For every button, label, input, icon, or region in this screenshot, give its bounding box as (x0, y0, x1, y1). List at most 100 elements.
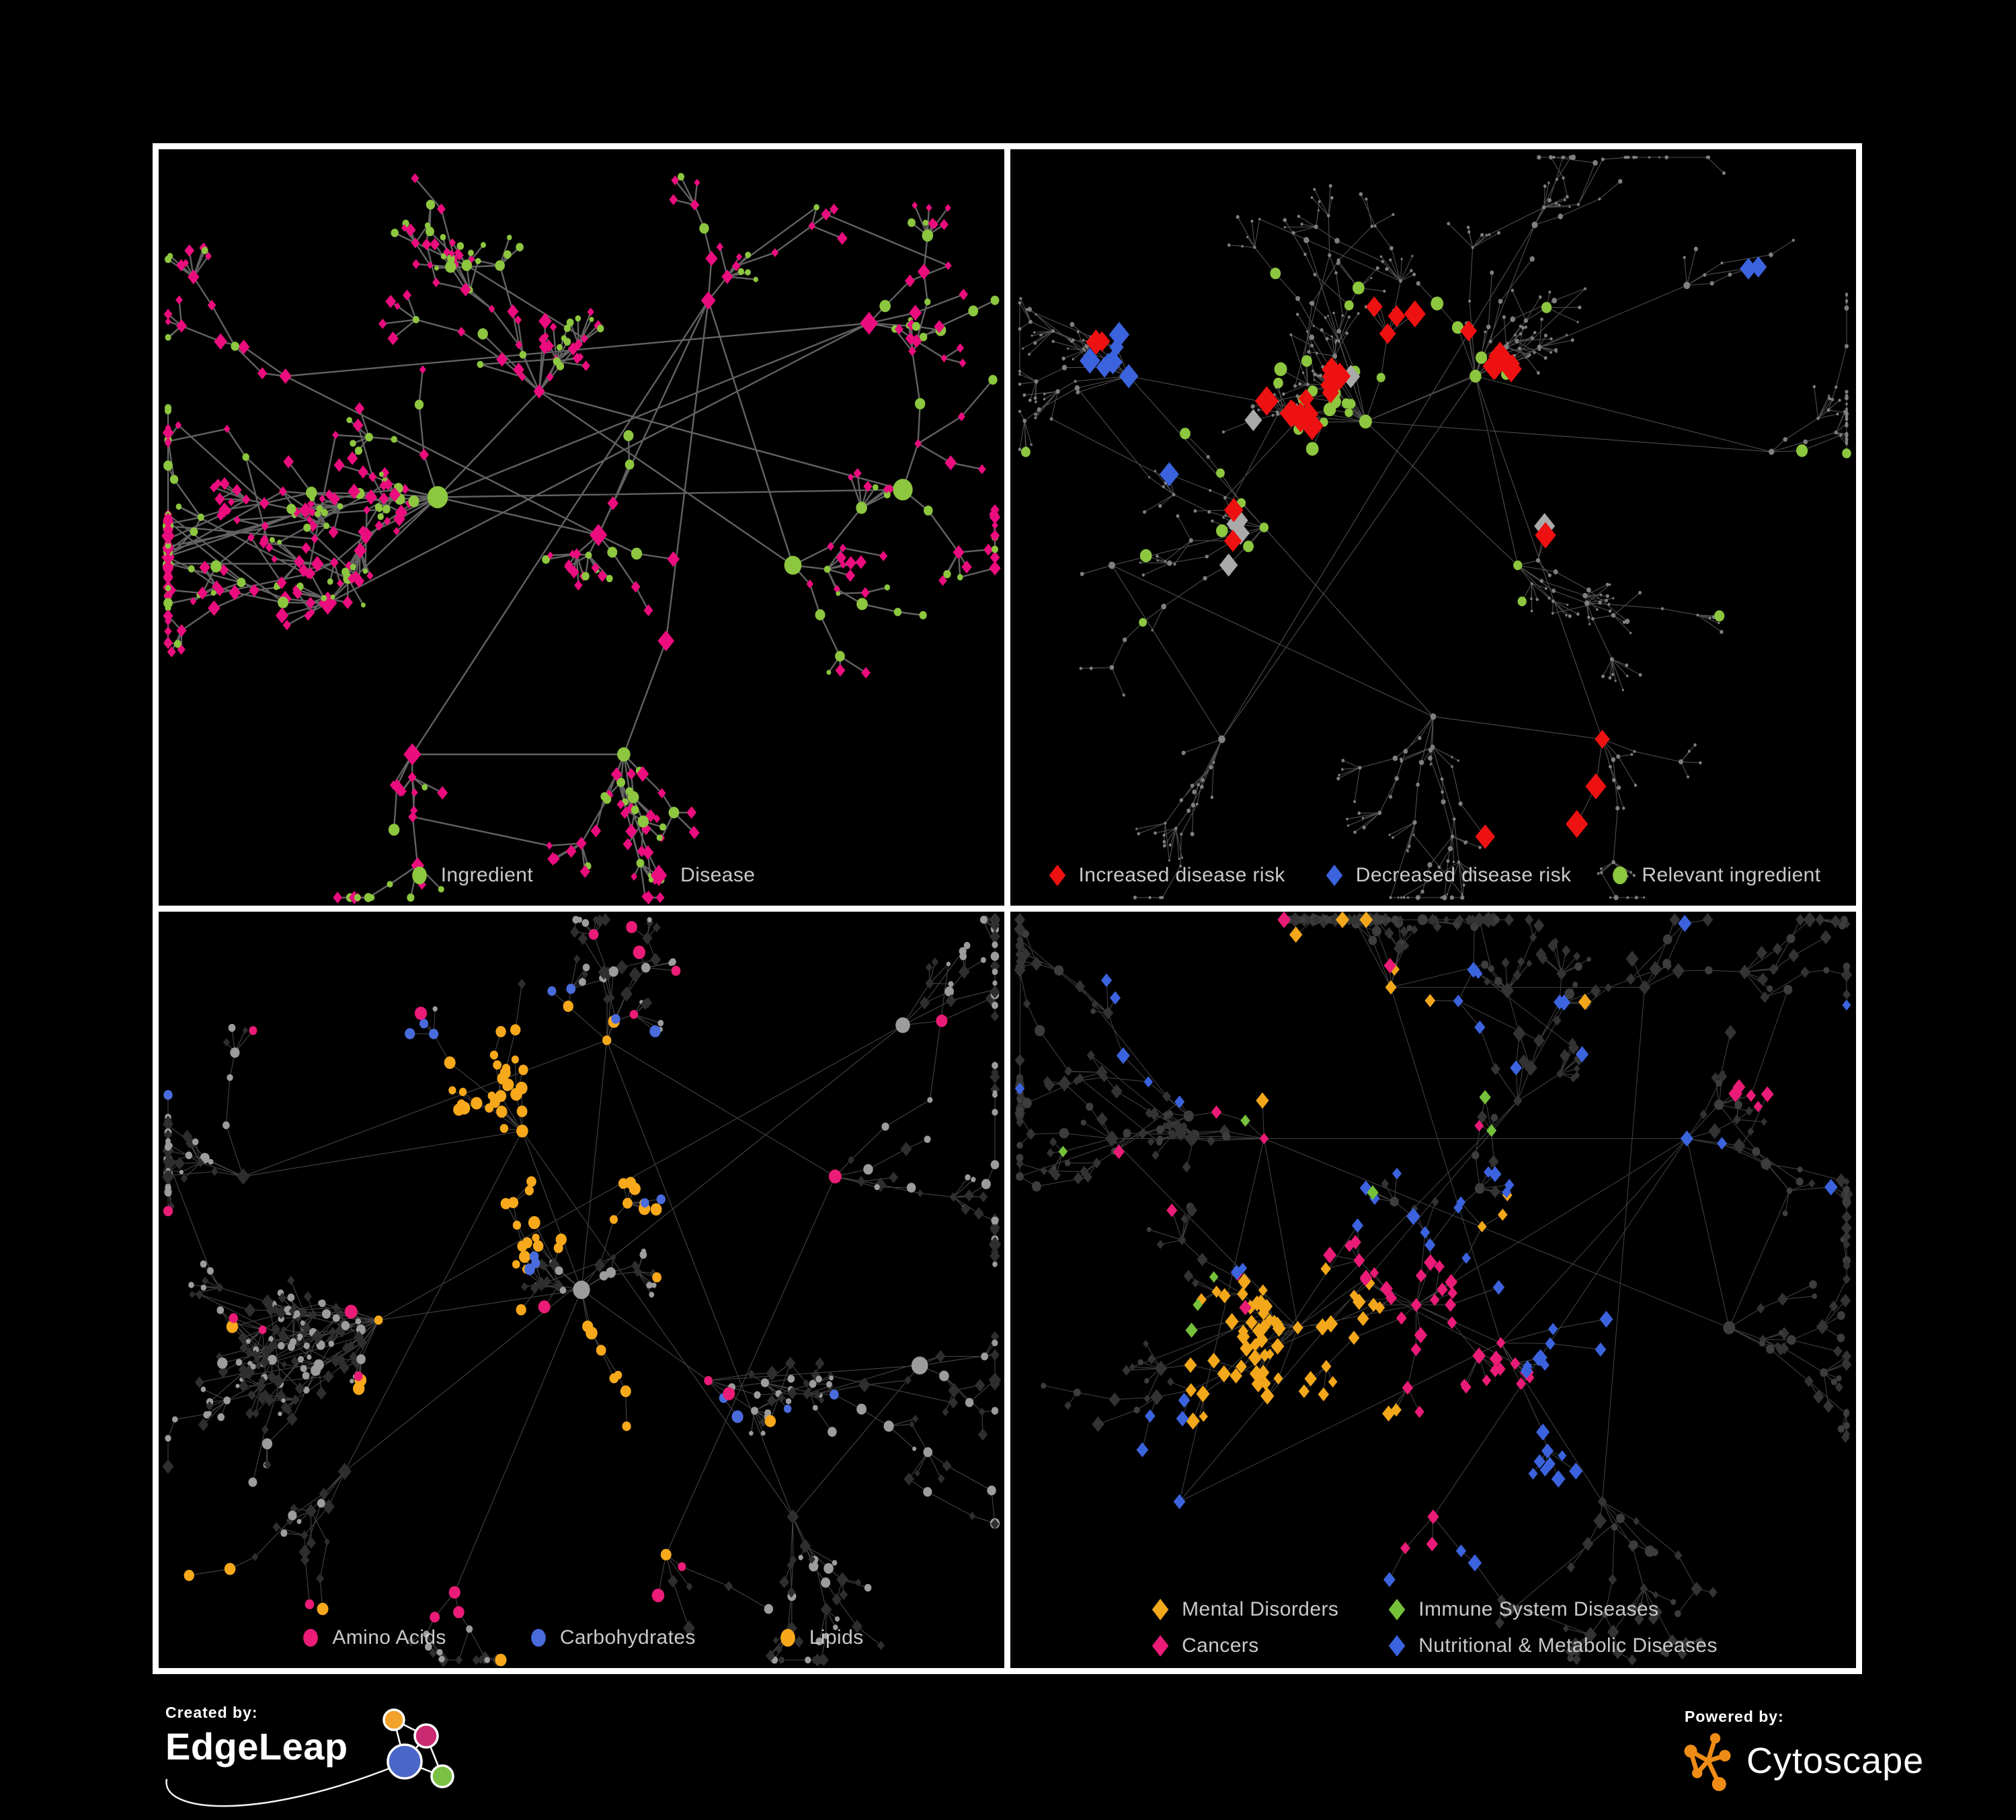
network-node (651, 1282, 657, 1288)
network-node (1350, 914, 1359, 925)
highlight-node (508, 1197, 519, 1208)
network-node (1192, 1279, 1199, 1288)
network-node (477, 1655, 484, 1665)
network-node (1059, 1127, 1070, 1139)
network-node (1148, 476, 1150, 479)
highlight-node (1292, 1320, 1303, 1335)
network-node (834, 584, 840, 594)
network-node (210, 590, 216, 596)
network-node (1028, 398, 1032, 402)
network-node (1152, 1150, 1160, 1160)
network-node (1016, 942, 1024, 953)
network-node (1443, 896, 1447, 900)
network-node (311, 534, 319, 544)
network-node (1608, 609, 1612, 613)
highlight-node (1400, 1542, 1410, 1554)
network-node (1418, 896, 1421, 899)
network-node (991, 1349, 999, 1359)
network-node (1722, 171, 1726, 175)
highlight-node (1159, 462, 1179, 487)
network-node (323, 1370, 334, 1384)
highlight-node (1455, 1544, 1467, 1558)
network-node (1039, 334, 1042, 337)
network-node (206, 1401, 214, 1411)
network-node (789, 1555, 797, 1565)
highlight-node (1248, 1349, 1262, 1367)
network-node (872, 484, 879, 491)
highlight-node (1320, 1262, 1331, 1275)
highlight-node (649, 1025, 661, 1037)
network-node (228, 1023, 236, 1032)
network-node (990, 1224, 1000, 1236)
network-node (1344, 914, 1355, 926)
network-node (300, 1308, 308, 1317)
network-node (1820, 1368, 1828, 1377)
network-node (235, 1359, 243, 1366)
network-node (1845, 344, 1849, 349)
network-node (1675, 1610, 1681, 1618)
network-node (1625, 619, 1630, 624)
network-node (421, 238, 432, 251)
network-node (1162, 840, 1166, 844)
legend-item-amino-acids: Amino Acids (299, 1625, 446, 1651)
network-node (690, 199, 700, 211)
network-node (1381, 260, 1384, 264)
network-node (521, 1282, 528, 1292)
network-node (186, 1138, 194, 1149)
network-node (1022, 998, 1031, 1008)
network-node (163, 1173, 173, 1184)
network-node (1513, 1025, 1526, 1042)
network-node (990, 1249, 1000, 1263)
network-node (813, 1389, 821, 1399)
network-node (927, 1097, 933, 1103)
network-node (555, 1266, 563, 1275)
network-node (1016, 923, 1023, 931)
highlight-node (1404, 300, 1426, 328)
network-node (1018, 327, 1022, 331)
highlight-node (1359, 912, 1373, 928)
network-node (296, 1519, 302, 1524)
network-node (300, 1554, 310, 1566)
network-node (815, 609, 825, 621)
network-node (909, 305, 922, 321)
network-node (606, 1267, 616, 1278)
network-node (648, 877, 654, 883)
network-node (809, 1560, 819, 1572)
network-node (1845, 292, 1848, 296)
network-node (1605, 582, 1609, 587)
highlight-node (1344, 408, 1353, 418)
network-node (582, 963, 590, 972)
network-node (1186, 1129, 1200, 1146)
network-node (223, 424, 231, 434)
highlight-node (1387, 305, 1406, 327)
network-node (1578, 305, 1582, 309)
highlight-node (1359, 414, 1372, 429)
network-node (309, 508, 316, 517)
network-node (542, 555, 550, 564)
network-node (1760, 991, 1770, 1003)
network-node (1733, 1138, 1746, 1154)
network-node (1392, 213, 1395, 216)
network-node (1073, 1388, 1081, 1396)
network-node (1236, 214, 1240, 219)
legend-item-lipids: Lipids (776, 1625, 864, 1651)
network-node (174, 1156, 185, 1170)
network-node (1370, 276, 1373, 279)
highlight-node (1474, 1119, 1484, 1132)
network-node (256, 1380, 266, 1392)
network-node (1164, 559, 1166, 563)
network-node (784, 555, 802, 575)
network-node (1218, 735, 1225, 744)
highlight-node (1211, 1105, 1222, 1119)
network-node (829, 1376, 834, 1381)
network-node (668, 960, 674, 966)
network-node (326, 1335, 335, 1346)
highlight-node (1173, 1494, 1186, 1509)
network-node (519, 351, 527, 359)
network-node (282, 619, 291, 631)
highlight-node (1250, 1295, 1264, 1312)
highlight-node (430, 1612, 440, 1623)
network-node (1605, 598, 1608, 602)
network-node (771, 248, 779, 258)
highlight-node (1108, 321, 1130, 348)
